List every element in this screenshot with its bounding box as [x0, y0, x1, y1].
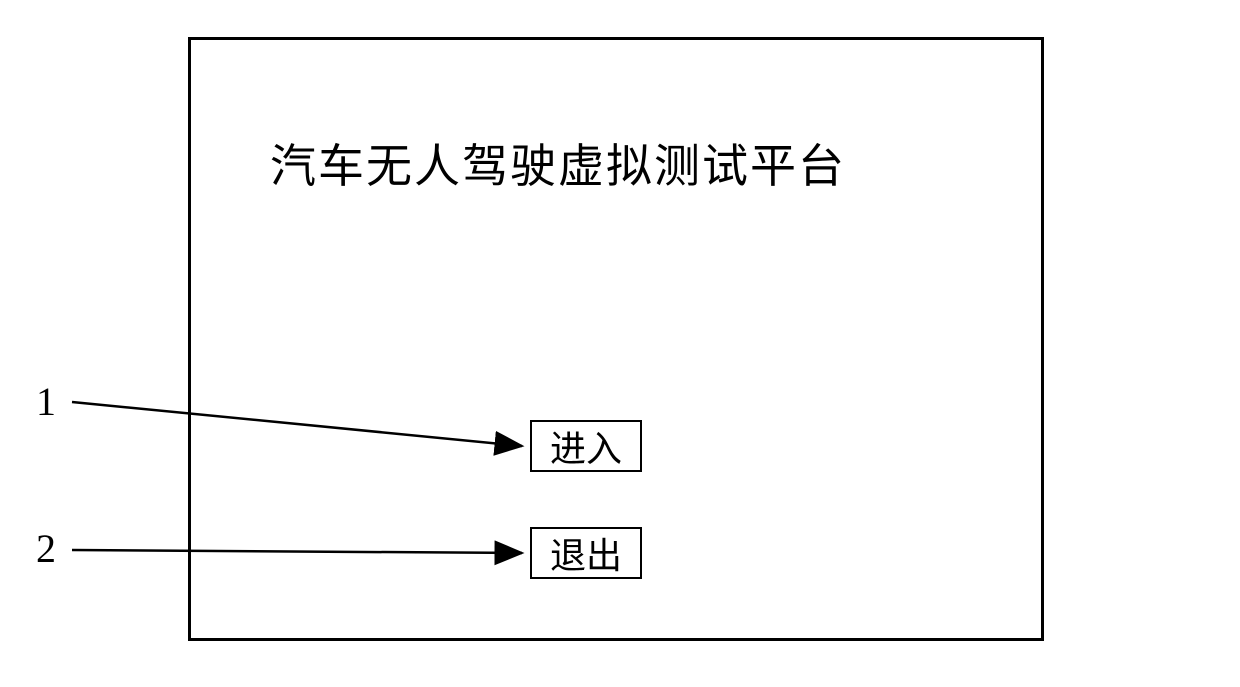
annotation-arrow-2: [0, 0, 1240, 687]
arrow-2-line: [72, 550, 522, 553]
